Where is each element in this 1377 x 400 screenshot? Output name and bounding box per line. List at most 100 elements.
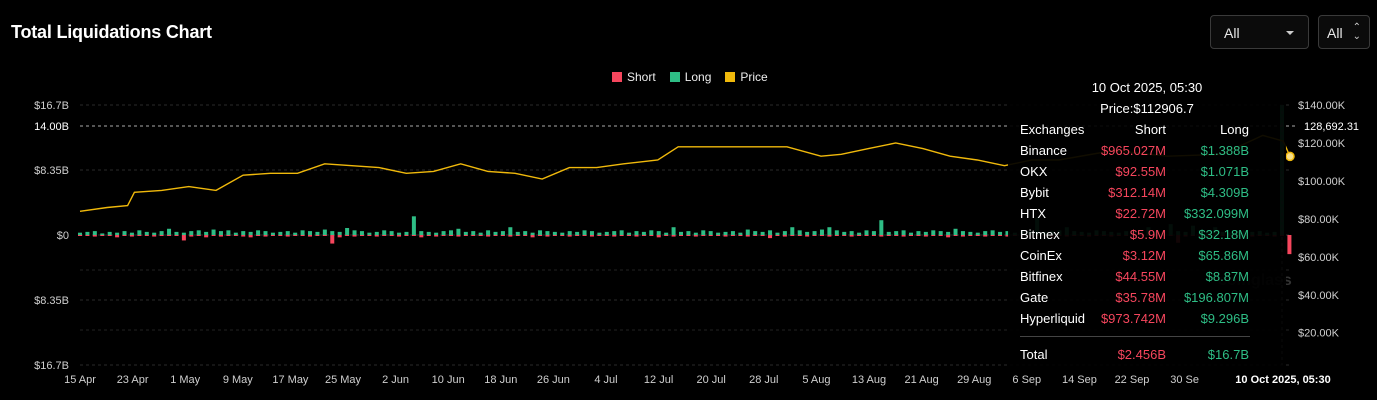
short-bar [322, 235, 327, 236]
x-axis-tick-label: 18 Jun [484, 374, 517, 386]
right-axis-tick-label: $80.00K [1298, 214, 1340, 226]
legend-item-price[interactable]: Price [725, 70, 768, 84]
short-bar [359, 235, 364, 236]
legend-item-long[interactable]: Long [669, 70, 711, 84]
short-bar [404, 235, 409, 236]
right-axis-tick-label: $100.00K [1298, 176, 1346, 188]
long-bar [827, 227, 832, 235]
short-bar [560, 235, 565, 236]
right-axis-tick-label: $20.00K [1298, 328, 1340, 340]
short-bar [968, 235, 973, 236]
short-bar [426, 235, 431, 236]
long-bar [612, 231, 617, 235]
long-bar [486, 230, 491, 235]
long-bar [352, 230, 357, 235]
tooltip-row: CoinEx $3.12M $65.86M [1020, 248, 1249, 268]
short-bar [189, 235, 194, 237]
tooltip-row: Binance $965.027M $1.388B [1020, 143, 1249, 163]
x-axis-tick-label: 15 Apr [64, 374, 96, 386]
short-bar [434, 235, 439, 237]
long-bar [901, 230, 906, 235]
short-bar [530, 235, 535, 238]
short-bar [589, 235, 594, 237]
short-bar [909, 235, 914, 236]
crosshair-right-label: 128,692.31 [1304, 121, 1359, 133]
legend-item-short[interactable]: Short [612, 70, 656, 84]
short-bar [308, 235, 313, 237]
x-axis-tick-label: 23 Apr [117, 374, 149, 386]
long-bar [419, 231, 424, 235]
long-bar [359, 231, 364, 235]
x-axis-tick-label: 26 Jun [537, 374, 570, 386]
short-bar [775, 235, 780, 236]
short-bar [137, 235, 142, 236]
long-bar [382, 230, 387, 235]
short-bar [241, 235, 246, 237]
short-bar [916, 235, 921, 236]
long-bar [137, 230, 142, 235]
tooltip-row: HTX $22.72M $332.099M [1020, 206, 1249, 226]
long-bar [968, 231, 973, 235]
exchange-select[interactable]: All ⌃ ⌄ [1318, 15, 1370, 49]
long-bar [397, 232, 402, 235]
short-bar [389, 235, 394, 236]
short-bar [500, 235, 505, 236]
x-axis-tick-label: 4 Jul [594, 374, 617, 386]
x-axis-tick-label: 20 Jul [697, 374, 726, 386]
short-bar [92, 235, 97, 237]
range-select[interactable]: All [1210, 15, 1309, 49]
short-bar [760, 235, 765, 236]
short-bar [256, 235, 261, 236]
long-bar [345, 227, 350, 235]
tooltip-long-value: $1.071B [1200, 164, 1249, 179]
chevron-down-icon [1286, 31, 1294, 35]
short-bar [337, 235, 342, 238]
short-bar [204, 235, 209, 238]
x-axis-tick-label: 6 Sep [1012, 374, 1041, 386]
short-bar [768, 235, 773, 239]
long-bar [100, 233, 105, 235]
long-bar [812, 231, 817, 235]
left-axis-tick-label: $16.7B [34, 100, 69, 112]
long-bar [946, 231, 951, 235]
short-bar [263, 235, 268, 237]
short-bar [181, 235, 186, 241]
short-bar [693, 235, 698, 237]
short-bar [641, 235, 646, 236]
x-axis-tick-label: 25 May [325, 374, 362, 386]
long-bar [456, 228, 461, 235]
short-bar [730, 235, 735, 236]
short-bar [196, 235, 201, 236]
tooltip-short-value: $92.55M [1115, 164, 1166, 179]
short-bar [315, 235, 320, 236]
long-bar [367, 232, 372, 235]
long-bar [241, 231, 246, 235]
tooltip-row: Bybit $312.14M $4.309B [1020, 185, 1249, 205]
long-bar [857, 232, 862, 235]
short-bar [248, 235, 253, 238]
tooltip-exchange-name: OKX [1020, 164, 1048, 179]
tooltip-short-value: $965.027M [1100, 143, 1166, 158]
long-bar [627, 232, 632, 235]
short-bar [790, 235, 795, 236]
long-bar [226, 230, 231, 235]
short-bar [931, 235, 936, 236]
long-bar [909, 232, 914, 235]
right-axis-tick-label: $60.00K [1298, 252, 1340, 264]
short-bar [122, 235, 127, 236]
tooltip-short-value: $312.14M [1108, 185, 1166, 200]
long-bar [448, 230, 453, 235]
long-bar [768, 230, 773, 235]
x-axis-tick-label: 17 May [272, 374, 309, 386]
long-bar [589, 231, 594, 235]
short-bar [441, 235, 446, 236]
long-bar [849, 231, 854, 235]
short-bar [129, 235, 134, 237]
short-bar [960, 235, 965, 237]
short-bar [745, 235, 750, 237]
x-axis-tick-label: 2 Jun [382, 374, 409, 386]
short-bar [1287, 235, 1292, 255]
short-bar [218, 235, 223, 237]
long-bar [693, 232, 698, 235]
short-bar [634, 235, 639, 237]
